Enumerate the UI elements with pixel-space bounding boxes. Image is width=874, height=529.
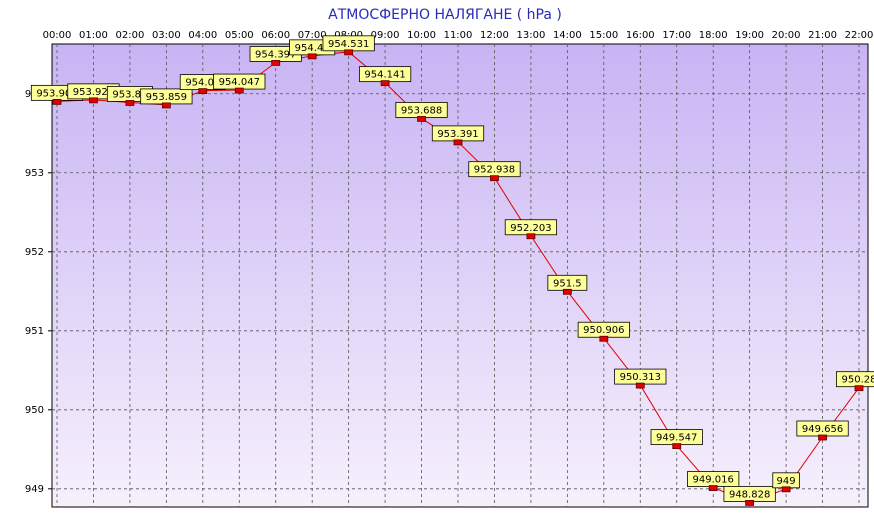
- value-label: 950.28: [842, 375, 874, 386]
- value-label: 952.203: [510, 223, 551, 234]
- x-tick-label: 12:00: [480, 30, 509, 41]
- chart-title: АТМОСФЕРНО НАЛЯГАНЕ ( hPa ): [328, 7, 562, 23]
- x-tick-label: 06:00: [261, 30, 290, 41]
- value-label: 953.923: [73, 87, 114, 98]
- marker: [672, 443, 682, 450]
- x-tick-label: 18:00: [699, 30, 728, 41]
- value-label: 951.5: [553, 278, 582, 289]
- x-tick-label: 02:00: [115, 30, 144, 41]
- x-tick-label: 16:00: [626, 30, 655, 41]
- value-label: 953.89: [112, 89, 147, 100]
- marker: [818, 434, 827, 441]
- marker: [708, 485, 718, 491]
- x-tick-label: 07:00: [298, 30, 327, 41]
- marker: [125, 100, 135, 106]
- marker: [380, 80, 390, 87]
- value-label: 953.688: [401, 105, 442, 116]
- value-label: 949.656: [802, 424, 843, 435]
- x-tick-label: 09:00: [371, 30, 400, 41]
- value-label: 954.531: [328, 39, 369, 50]
- marker: [307, 53, 317, 60]
- value-label: 954.047: [219, 77, 260, 88]
- marker: [781, 486, 791, 493]
- x-tick-label: 00:00: [43, 30, 72, 41]
- value-label: 948.828: [729, 489, 770, 500]
- x-tick-label: 17:00: [662, 30, 691, 41]
- x-tick-label: 20:00: [772, 30, 801, 41]
- value-label: 949.547: [656, 433, 697, 444]
- value-label: 953.391: [437, 129, 478, 140]
- value-label: 952.938: [474, 165, 515, 176]
- plot-area: [51, 43, 869, 508]
- y-tick-label: 953: [25, 168, 44, 179]
- marker: [161, 102, 171, 109]
- marker: [854, 385, 864, 392]
- marker: [562, 288, 572, 295]
- value-label: 950.906: [583, 325, 624, 336]
- marker: [198, 88, 208, 95]
- marker: [745, 500, 755, 506]
- marker: [234, 87, 244, 94]
- value-label: 954.04: [185, 78, 220, 89]
- value-label: 950.313: [620, 372, 661, 383]
- y-tick-label: 951: [25, 326, 44, 337]
- x-tick-label: 05:00: [225, 30, 254, 41]
- marker: [417, 116, 426, 122]
- x-tick-label: 03:00: [152, 30, 181, 41]
- marker: [599, 335, 609, 342]
- marker: [52, 98, 62, 105]
- value-label: 953.904: [36, 88, 77, 99]
- value-label: 949: [777, 476, 796, 487]
- x-tick-label: 13:00: [516, 30, 545, 41]
- marker: [453, 139, 463, 146]
- marker: [344, 49, 354, 56]
- marker: [526, 233, 536, 240]
- value-label: 954.141: [364, 70, 405, 81]
- y-tick-label: 949: [25, 484, 44, 495]
- x-tick-label: 01:00: [79, 30, 108, 41]
- x-tick-label: 19:00: [735, 30, 764, 41]
- value-label: 954.48: [295, 43, 330, 54]
- value-label: 953.859: [146, 92, 187, 103]
- marker: [635, 382, 645, 389]
- value-label: 954.397: [255, 49, 296, 60]
- x-tick-label: 10:00: [407, 30, 436, 41]
- x-tick-label: 14:00: [553, 30, 582, 41]
- x-tick-label: 22:00: [845, 30, 874, 41]
- marker: [89, 97, 98, 104]
- x-tick-label: 04:00: [188, 30, 217, 41]
- x-tick-label: 11:00: [444, 30, 473, 41]
- marker: [271, 60, 281, 66]
- y-tick-label: 952: [25, 247, 44, 258]
- x-tick-label: 15:00: [589, 30, 618, 41]
- value-label: 949.016: [693, 475, 734, 486]
- x-tick-label: 21:00: [808, 30, 837, 41]
- marker: [490, 175, 499, 182]
- y-tick-label: 950: [25, 405, 44, 416]
